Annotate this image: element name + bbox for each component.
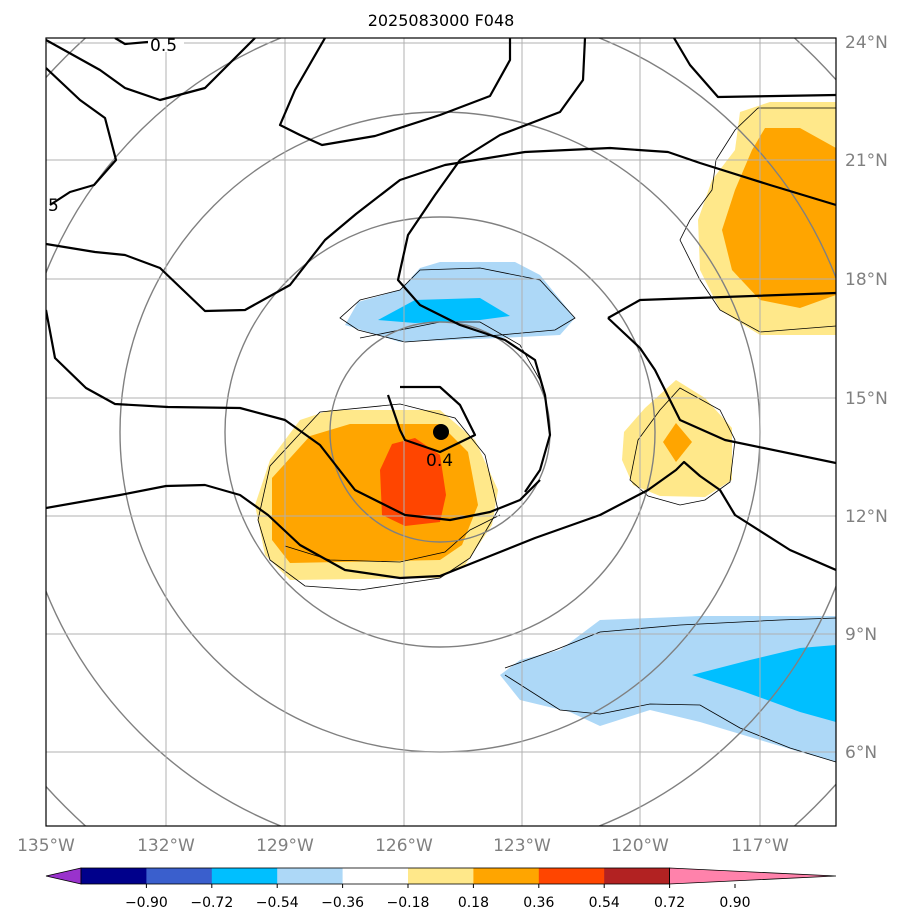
lat-label: 21°N [845,151,888,171]
colorbar-segment [408,868,474,884]
lat-lon-grid [46,38,836,826]
lat-label: 15°N [845,389,888,409]
colorbar-tick-label: −0.36 [321,895,364,911]
colorbar-extend-high [669,867,837,885]
cold-region-south-inner [692,645,836,722]
colorbar-tick-label: −0.90 [125,895,168,911]
lat-label: 18°N [845,270,888,290]
colorbar-segment [538,868,605,884]
lon-label: 129°W [256,836,314,856]
colorbar-segment [342,868,409,884]
colorbar-extend-low [45,867,82,885]
lon-label: 120°W [611,836,669,856]
contour-label-center: 0.4 [426,451,453,471]
contour-label-left: 5 [48,196,59,216]
colorbar-tick-label: 0.36 [523,895,554,911]
colorbar-tick-label: 0.90 [719,895,750,911]
lon-label: 123°W [493,836,551,856]
lat-label: 12°N [845,507,888,527]
colorbar-tick-label: 0.54 [589,895,620,911]
filled-anomaly-regions [255,102,836,762]
colorbar-frame [80,867,670,885]
colorbar-tick-label: 0.18 [458,895,489,911]
warm-region-northeast-inner [722,128,836,308]
colorbar-segment [604,868,671,884]
map-frame [45,37,837,827]
colorbar-segment [81,868,147,884]
lat-label: 9°N [845,625,877,645]
colorbar-tick-label: −0.18 [387,895,430,911]
colorbar-segment [146,868,213,884]
contour-label-top: 0.5 [150,36,177,56]
cold-region-south-outer [500,616,836,762]
colorbar: −0.90 −0.72 −0.54 −0.36 −0.18 0.18 0.36 0.54 0.7… [45,867,837,911]
warm-region-east-inner [663,423,692,462]
warm-region-center-inner [380,438,446,526]
lon-label: 135°W [17,836,75,856]
lat-label: 6°N [845,743,877,763]
figure-title: 2025083000 F048 [368,11,515,30]
colorbar-tick-label: −0.54 [256,895,299,911]
storm-center-marker [433,424,449,440]
colorbar-segment [277,868,344,884]
colorbar-segment [211,868,278,884]
lon-label: 126°W [375,836,433,856]
latitude-labels: 24°N 21°N 18°N 15°N 12°N 9°N 6°N [845,33,888,763]
lat-label: 24°N [845,33,888,53]
longitude-labels: 135°W 132°W 129°W 126°W 123°W 120°W 117°… [17,836,789,856]
height-contours [46,38,836,580]
lon-label: 132°W [137,836,195,856]
cold-region-north-inner [378,298,510,323]
contour-label-bg [148,38,184,52]
colorbar-segment [473,868,540,884]
colorbar-tick-label: 0.72 [654,895,685,911]
colorbar-tick-label: −0.72 [190,895,233,911]
lon-label: 117°W [731,836,789,856]
